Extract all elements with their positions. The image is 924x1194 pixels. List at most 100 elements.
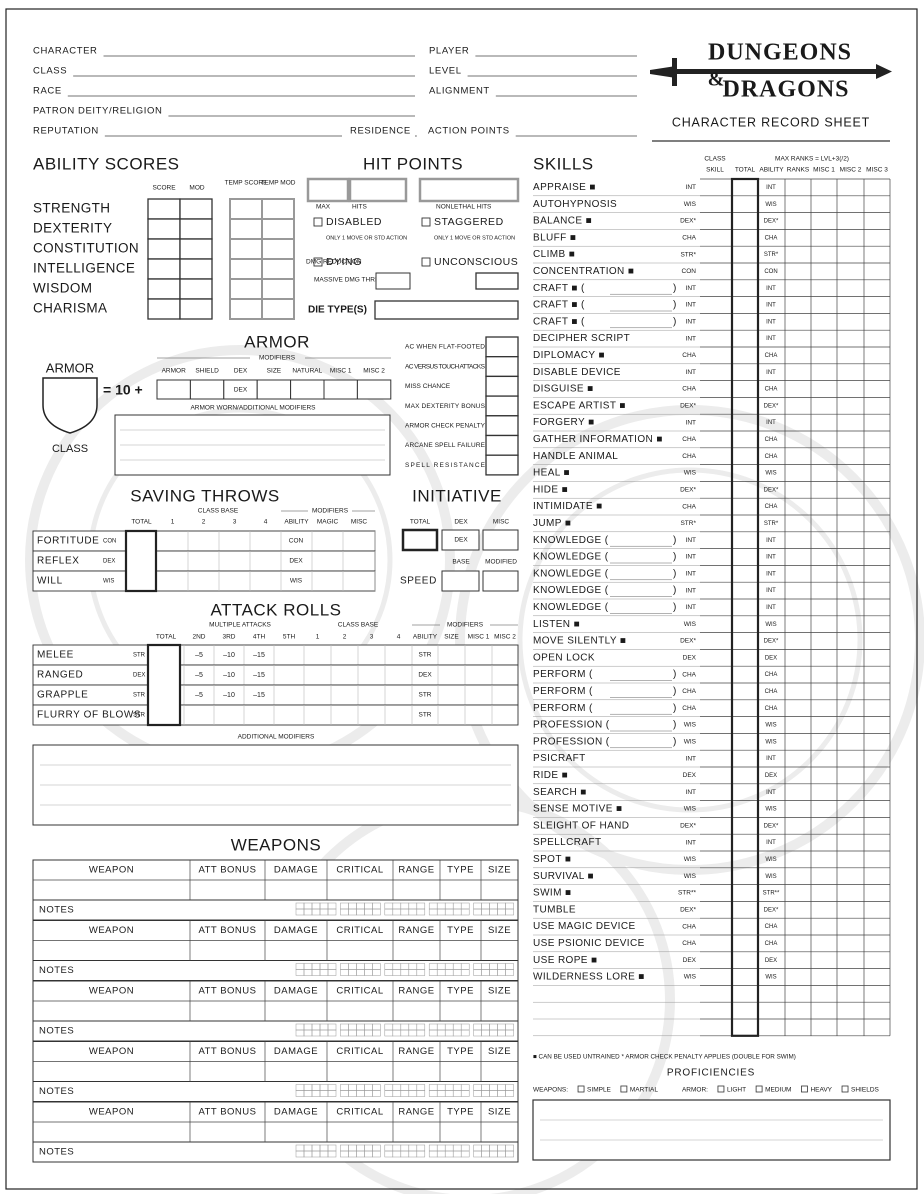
box (179, 258, 213, 280)
ammo-cell (416, 969, 426, 976)
column-hint: STR (419, 712, 432, 719)
ammo-cell (460, 1029, 470, 1037)
box (418, 177, 520, 203)
armor-extra-label: AC WHEN FLAT-FOOTED (405, 344, 485, 351)
skill-ability: WIS (684, 470, 697, 477)
column-header: CRITICAL (336, 986, 383, 997)
column-header: SIZE (488, 925, 511, 936)
box (179, 198, 213, 220)
column-header: TYPE (447, 1046, 474, 1057)
skill-ability: CON (682, 268, 697, 275)
column-label: ARMOR (162, 368, 187, 375)
ammo-cell (327, 1090, 337, 1097)
field-label: PATRON DEITY/RELIGION (33, 106, 162, 117)
box (577, 1085, 585, 1093)
column-label: TOTAL (156, 634, 177, 641)
box (441, 570, 480, 592)
logo-text: DUNGEONS (708, 40, 852, 66)
section-title: PROFICIENCIES (667, 1068, 755, 1079)
skill-name: SEARCH ■ (533, 787, 587, 798)
column-label: MODIFIED (485, 559, 517, 566)
ability-abbrev: DEX (133, 673, 145, 679)
column-hint: STR* (764, 521, 779, 527)
skill-name: PROFESSION ( (533, 736, 610, 747)
skill-ability: DEX (683, 772, 697, 779)
skill-name: CRAFT ■ ( (533, 316, 585, 327)
shield (42, 377, 98, 434)
column-label: MISC (351, 519, 368, 526)
skill-ability: STR* (680, 520, 696, 527)
column-hint: INT (766, 605, 776, 611)
skill-ability: INT (686, 789, 697, 796)
skill-name: CLIMB ■ (533, 249, 575, 260)
column-hint: STR (419, 692, 432, 699)
skill-ability: CHA (682, 671, 696, 678)
column-label: MASSIVE DMG THRESHOLD (314, 277, 402, 284)
column-header: DAMAGE (274, 865, 318, 876)
multiple-penalty: –10 (223, 692, 235, 699)
ability-name: STRENGTH (33, 201, 110, 216)
box (801, 1085, 808, 1093)
column-label: MAX RANKS = LVL+3(/2) (775, 156, 849, 163)
skill-name: PSICRAFT (533, 753, 586, 764)
column-header: TYPE (447, 925, 474, 936)
ammo-cell (327, 908, 337, 916)
skill-name: KNOWLEDGE ( (533, 535, 609, 546)
column-label: MULTIPLE ATTACKS (209, 622, 271, 629)
column-hint: DEX* (764, 403, 779, 409)
box (179, 278, 213, 300)
box (256, 379, 292, 400)
column-header: RANGE (398, 865, 434, 876)
column-header: CRITICAL (336, 1107, 383, 1118)
box (306, 177, 350, 203)
column-label: BASE (452, 559, 470, 566)
column-hint: CHA (765, 454, 778, 460)
box (532, 1099, 891, 1161)
box (475, 272, 519, 290)
column-label: NONLETHAL HITS (436, 204, 492, 211)
skill-name: PERFORM ( (533, 686, 593, 697)
column-hint: WIS (765, 975, 776, 981)
skill-ability: INT (686, 369, 697, 376)
proficiency-label: WEAPONS: (533, 1087, 568, 1094)
column-label: 2 (202, 519, 206, 526)
column-header: WEAPON (89, 925, 134, 936)
box (261, 198, 295, 220)
skill-name: HEAL ■ (533, 468, 570, 479)
column-label: CLASS BASE (338, 622, 379, 629)
column-hint: CHA (765, 706, 778, 712)
skill-name: ) (673, 703, 676, 714)
column-header: SIZE (488, 865, 511, 876)
column-header: RANGE (398, 1107, 434, 1118)
column-hint: DEX (765, 958, 777, 964)
box (229, 258, 263, 280)
skill-name: HIDE ■ (533, 484, 568, 495)
section-title: SKILLS (533, 154, 594, 173)
skill-ability: WIS (684, 974, 697, 981)
column-hint: WIS (765, 622, 776, 628)
skill-ability: CHA (682, 453, 696, 460)
skill-name: ) (673, 736, 676, 747)
column-header: TYPE (447, 986, 474, 997)
box (482, 529, 519, 551)
column-hint: CHA (765, 437, 778, 443)
ammo-cell (327, 1150, 337, 1158)
ability-name: CONSTITUTION (33, 241, 139, 256)
ammo-cell (505, 1150, 514, 1158)
armor-extra-label: MAX DEXTERITY BONUS (405, 403, 486, 410)
skill-name: GATHER INFORMATION ■ (533, 434, 663, 445)
skill-ability: CHA (682, 235, 696, 242)
skill-name: SPOT ■ (533, 854, 571, 865)
skill-name: CRAFT ■ ( (533, 283, 585, 294)
ammo-cell (372, 1029, 381, 1037)
column-label: MODIFIERS (312, 508, 349, 515)
skill-ability: INT (686, 839, 697, 846)
skill-ability: INT (686, 604, 697, 611)
column-hint: CHA (765, 941, 778, 947)
ammo-cell (372, 1090, 381, 1097)
box (356, 379, 392, 400)
skill-name: ESCAPE ARTIST ■ (533, 400, 626, 411)
column-label: 1 (171, 519, 175, 526)
box (179, 218, 213, 240)
column-hint: CHA (765, 672, 778, 678)
